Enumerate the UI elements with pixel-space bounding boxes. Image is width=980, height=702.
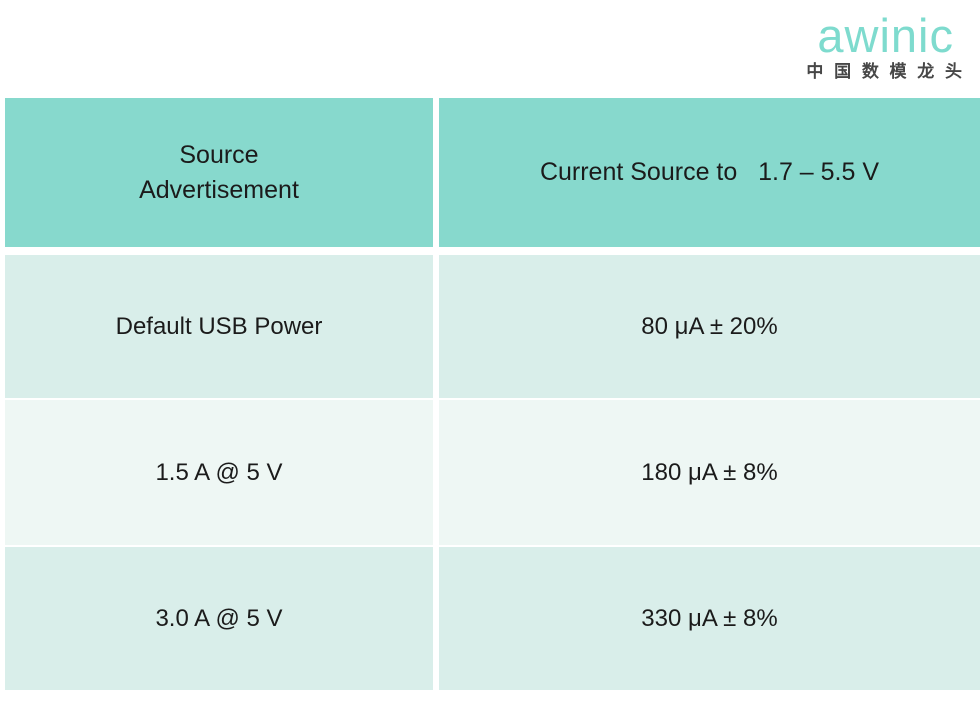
awinic-logo: awinic 中 国 数 模 龙 头	[806, 12, 965, 80]
header-cell-source-advertisement: Source Advertisement	[5, 98, 433, 247]
source-advertisement-table: Source Advertisement Current Source to 1…	[5, 98, 980, 690]
table-row: 1.5 A @ 5 V 180 μA ± 8%	[5, 400, 980, 545]
cell-source-3-0a-5v: 3.0 A @ 5 V	[5, 547, 433, 690]
cell-current-3-0a-5v: 330 μA ± 8%	[439, 547, 980, 690]
table-header-row: Source Advertisement Current Source to 1…	[5, 98, 980, 247]
cell-source-1-5a-5v: 1.5 A @ 5 V	[5, 400, 433, 545]
logo-wordmark: awinic	[817, 9, 954, 62]
cell-source-default-usb-power: Default USB Power	[5, 255, 433, 398]
table-row: 3.0 A @ 5 V 330 μA ± 8%	[5, 547, 980, 690]
logo-tagline: 中 国 数 模 龙 头	[806, 62, 965, 81]
cell-current-1-5a-5v: 180 μA ± 8%	[439, 400, 980, 545]
table-row: Default USB Power 80 μA ± 20%	[5, 255, 980, 398]
header-cell-current-source: Current Source to 1.7 – 5.5 V	[439, 98, 980, 247]
cell-current-default-usb-power: 80 μA ± 20%	[439, 255, 980, 398]
